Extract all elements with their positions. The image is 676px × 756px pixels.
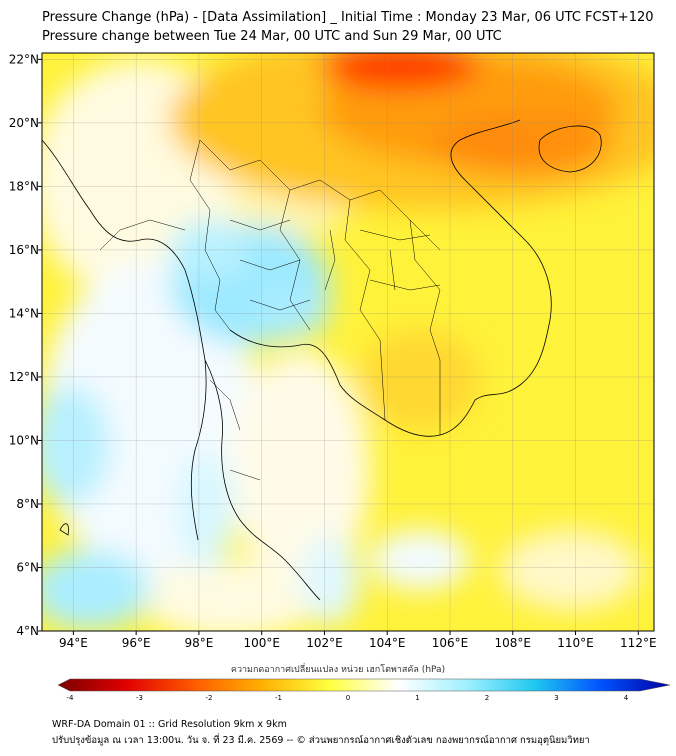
mainland-coast: [42, 119, 552, 601]
island: [59, 523, 69, 536]
lon-tick-label: 104°E: [369, 636, 406, 650]
colorbar-tick-label: 2: [485, 694, 489, 702]
lon-tick-label: 106°E: [432, 636, 469, 650]
gridlines: [42, 53, 654, 632]
colorbar-tick-label: 4: [624, 694, 629, 702]
lat-tick-label: 18°N: [9, 179, 39, 193]
chart-subtitle: Pressure change between Tue 24 Mar, 00 U…: [42, 29, 502, 44]
lat-tick-label: 8°N: [16, 497, 39, 511]
lat-tick-label: 16°N: [9, 243, 39, 257]
lon-tick-label: 100°E: [243, 636, 280, 650]
lat-axis: 22°N 20°N 18°N 16°N 14°N 12°N 10°N 8°N 6°N 4°N: [9, 52, 42, 638]
colorbar-tick-label: -3: [136, 694, 143, 702]
colorbar-tick-label: -2: [206, 694, 213, 702]
footer-credit: ปรับปรุงข้อมูล ณ เวลา 13:00น. วัน จ. ที่…: [52, 735, 590, 746]
colorbar-tick-label: 3: [554, 694, 558, 702]
colorbar-tick-label: 0: [346, 694, 350, 702]
chart-title: Pressure Change (hPa) - [Data Assimilati…: [42, 10, 654, 25]
lat-tick-label: 10°N: [9, 433, 39, 447]
lon-tick-label: 108°E: [495, 636, 532, 650]
lon-tick-label: 102°E: [306, 636, 343, 650]
lon-tick-label: 96°E: [122, 636, 151, 650]
hainan-island: [538, 125, 602, 173]
lat-tick-label: 14°N: [9, 306, 39, 320]
lat-tick-label: 20°N: [9, 116, 39, 130]
lat-tick-label: 22°N: [9, 52, 39, 66]
lat-tick-label: 12°N: [9, 370, 39, 384]
lon-tick-label: 112°E: [620, 636, 657, 650]
plot-frame: [41, 52, 655, 632]
footer-model-info: WRF-DA Domain 01 :: Grid Resolution 9km …: [52, 719, 287, 730]
colorbar-bar: [57, 678, 671, 692]
lat-tick-label: 4°N: [16, 624, 39, 638]
colorbar: -4 -3 -2 -1 0 1 2 3 4: [57, 678, 671, 702]
colorbar-label: ความกดอากาศเปลี่ยนแปลง หน่วย เฮกโตพาสคัล…: [230, 665, 446, 675]
lon-tick-label: 98°E: [184, 636, 213, 650]
colorbar-tick-label: -1: [275, 694, 282, 702]
lon-tick-label: 94°E: [59, 636, 88, 650]
coastlines: [42, 119, 602, 601]
colorbar-ticks: -4 -3 -2 -1 0 1 2 3 4: [67, 694, 629, 702]
colorbar-tick-label: 1: [415, 694, 419, 702]
pressure-field: [42, 53, 654, 631]
lon-tick-label: 110°E: [557, 636, 594, 650]
colorbar-tick-label: -4: [67, 694, 75, 702]
lat-tick-label: 6°N: [16, 560, 39, 574]
lon-axis: 94°E 96°E 98°E 100°E 102°E 104°E 106°E 108°E 110…: [59, 631, 657, 650]
